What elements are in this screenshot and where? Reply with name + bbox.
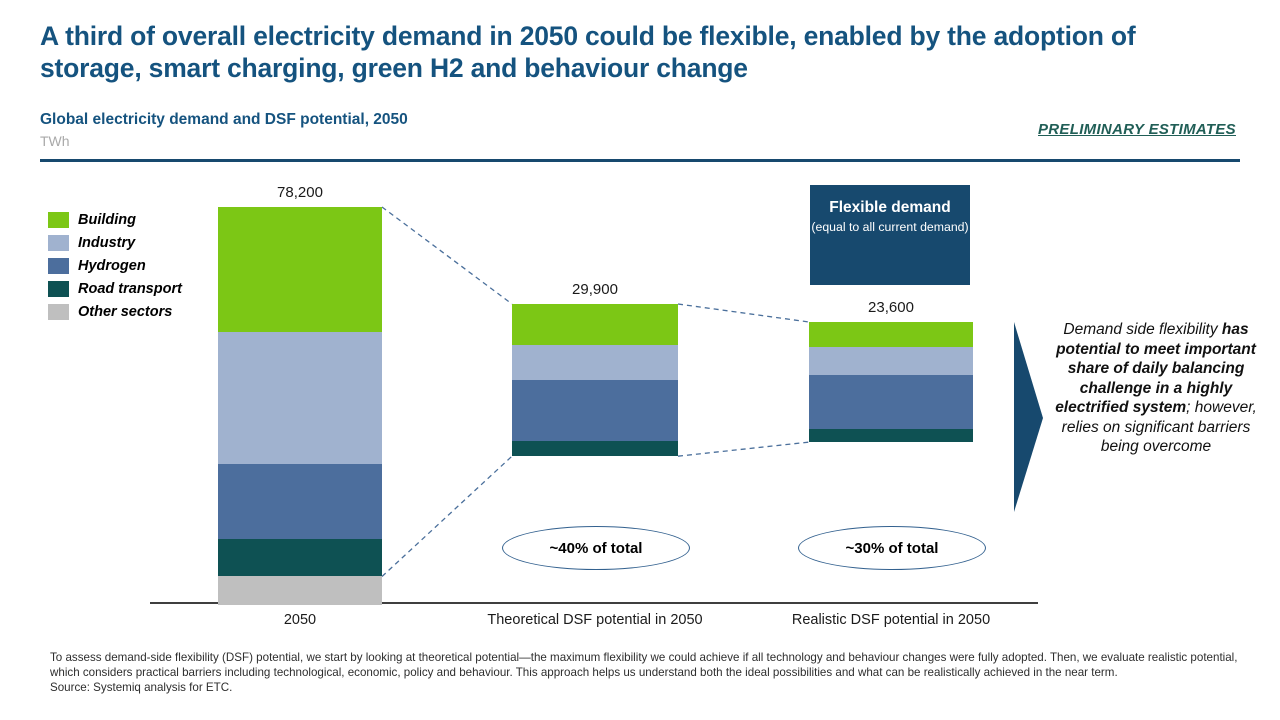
legend-swatch [48, 235, 69, 251]
flexible-demand-subtitle: (equal to all current demand) [811, 220, 969, 235]
dashed-connector-line [381, 206, 513, 305]
flexible-demand-title: Flexible demand [829, 199, 951, 216]
dashed-connector-line [677, 303, 810, 323]
legend-item-building: Building [48, 212, 182, 228]
footnote: To assess demand-side flexibility (DSF) … [50, 651, 1238, 679]
legend-label: Other sectors [78, 304, 173, 320]
stacked-bar-1 [218, 207, 382, 605]
legend-label: Building [78, 212, 136, 228]
segment-road-transport [809, 428, 973, 443]
page-title: A third of overall electricity demand in… [40, 21, 1136, 84]
bar-total-label: 78,200 [277, 184, 323, 201]
segment-building [809, 322, 973, 347]
callout-oval: ~40% of total [502, 526, 690, 570]
legend-label: Hydrogen [78, 258, 146, 274]
legend-swatch [48, 281, 69, 297]
segment-industry [809, 346, 973, 375]
stacked-bar-3 [809, 322, 973, 443]
segment-industry [218, 331, 382, 464]
segment-hydrogen [809, 374, 973, 429]
bar-total-label: 23,600 [868, 299, 914, 316]
legend: Building Industry Hydrogen Road transport Ot… [48, 212, 182, 327]
dashed-connector-line [381, 455, 513, 577]
segment-road-transport [512, 441, 678, 457]
segment-hydrogen [218, 463, 382, 540]
callout-oval: ~30% of total [798, 526, 986, 570]
x-axis-line [150, 602, 1038, 604]
takeaway-part2: has potential to meet important share of… [1055, 321, 1256, 417]
x-axis-label: 2050 [283, 612, 317, 628]
flexible-demand-box: Flexible demand (equal to all current de… [810, 185, 970, 285]
bar-total-label: 29,900 [572, 281, 618, 298]
takeaway-text: Demand side flexibility has potential to… [1042, 320, 1270, 457]
segment-other-sectors [218, 576, 382, 605]
legend-label: Road transport [78, 281, 182, 297]
segment-road-transport [218, 539, 382, 577]
legend-item-road-transport: Road transport [48, 281, 182, 297]
chart-subtitle: Global electricity demand and DSF potent… [40, 111, 408, 128]
takeaway-part1: Demand side flexibility [1063, 321, 1222, 338]
preliminary-estimates-stamp: PRELIMINARY ESTIMATES [1038, 121, 1236, 138]
legend-item-hydrogen: Hydrogen [48, 258, 182, 274]
segment-hydrogen [512, 380, 678, 442]
segment-building [512, 304, 678, 345]
x-axis-label: Realistic DSF potential in 2050 [791, 612, 991, 628]
header-divider [40, 159, 1240, 162]
legend-swatch [48, 212, 69, 228]
legend-label: Industry [78, 235, 136, 251]
source: Source: Systemiq analysis for ETC. [50, 680, 233, 694]
legend-item-other-sectors: Other sectors [48, 304, 182, 320]
legend-item-industry: Industry [48, 235, 182, 251]
chart-unit-label: TWh [40, 133, 70, 149]
dashed-connector-line [677, 441, 810, 457]
stacked-bar-2 [512, 304, 678, 457]
takeaway-part3: ; however, relies on significant barrier… [1061, 399, 1257, 456]
footer: To assess demand-side flexibility (DSF) … [50, 651, 1250, 695]
segment-industry [512, 344, 678, 381]
x-axis-label: Theoretical DSF potential in 2050 [487, 612, 703, 628]
segment-building [218, 207, 382, 332]
legend-swatch [48, 304, 69, 320]
legend-swatch [48, 258, 69, 274]
